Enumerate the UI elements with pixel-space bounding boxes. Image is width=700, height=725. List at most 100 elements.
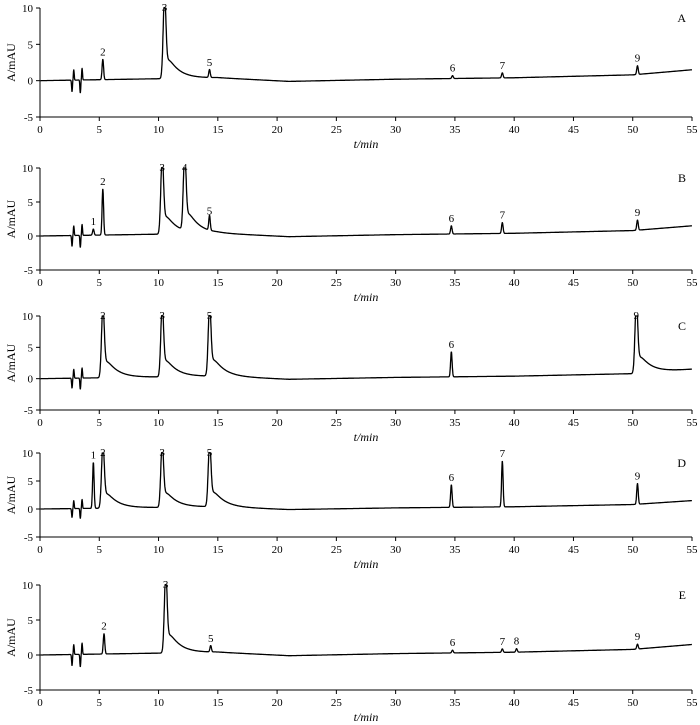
x-tick-label: 40 xyxy=(509,124,521,136)
peak-label: 5 xyxy=(207,310,213,322)
y-tick-label: 5 xyxy=(28,197,34,209)
peak-label: 6 xyxy=(449,339,455,351)
peak-label: 6 xyxy=(449,213,455,225)
chromatogram-trace xyxy=(40,167,693,248)
peak-label: 9 xyxy=(635,207,641,219)
y-tick-label: 0 xyxy=(28,504,34,516)
x-tick-label: 40 xyxy=(509,697,521,709)
peak-label: 7 xyxy=(500,448,506,460)
x-tick-label: 15 xyxy=(212,124,224,136)
x-tick-label: 10 xyxy=(153,417,165,429)
y-tick-label: -5 xyxy=(24,405,34,417)
peak-label: 4 xyxy=(182,162,188,174)
x-tick-label: 25 xyxy=(331,544,343,556)
chromatogram-trace xyxy=(40,452,693,519)
peak-label: 6 xyxy=(450,63,456,75)
x-tick-label: 10 xyxy=(153,277,165,289)
chromatogram-trace xyxy=(40,7,693,94)
y-axis-title: A/mAU xyxy=(4,43,18,82)
x-tick-label: 25 xyxy=(331,417,343,429)
x-tick-label: 15 xyxy=(212,697,224,709)
y-tick-label: 10 xyxy=(22,580,34,592)
x-tick-label: 15 xyxy=(212,417,224,429)
peak-label: 2 xyxy=(100,310,106,322)
x-tick-label: 20 xyxy=(272,544,284,556)
x-tick-label: 30 xyxy=(390,277,402,289)
x-tick-label: 35 xyxy=(449,417,461,429)
x-tick-label: 20 xyxy=(272,124,284,136)
x-tick-label: 35 xyxy=(449,277,461,289)
x-tick-label: 0 xyxy=(37,697,43,709)
peak-label: 3 xyxy=(163,579,169,591)
x-tick-label: 50 xyxy=(627,697,639,709)
peak-label: 5 xyxy=(207,205,213,217)
y-tick-label: 0 xyxy=(28,374,34,386)
x-tick-label: 30 xyxy=(390,697,402,709)
chromatogram-trace xyxy=(40,584,693,668)
x-tick-label: 50 xyxy=(627,544,639,556)
x-tick-label: 10 xyxy=(153,124,165,136)
peak-label: 2 xyxy=(100,176,106,188)
y-tick-label: 0 xyxy=(28,231,34,243)
x-tick-label: 55 xyxy=(687,277,699,289)
y-tick-label: -5 xyxy=(24,112,34,124)
panel-label: E xyxy=(679,588,686,602)
peak-label: 3 xyxy=(159,447,165,459)
panel-label: D xyxy=(677,456,686,470)
x-axis-title: t/min xyxy=(354,137,379,151)
peak-label: 6 xyxy=(450,637,456,649)
x-tick-label: 30 xyxy=(390,417,402,429)
y-tick-label: 5 xyxy=(28,342,34,354)
x-tick-label: 45 xyxy=(568,277,580,289)
x-tick-label: 5 xyxy=(97,697,103,709)
x-tick-label: 15 xyxy=(212,277,224,289)
peak-label: 3 xyxy=(159,162,165,174)
chromatogram-trace xyxy=(40,315,693,390)
panel-label: C xyxy=(678,319,686,333)
peak-label: 5 xyxy=(207,447,213,459)
x-tick-label: 40 xyxy=(509,544,521,556)
peak-label: 9 xyxy=(635,53,641,65)
x-tick-label: 20 xyxy=(272,417,284,429)
y-tick-label: 5 xyxy=(28,615,34,627)
x-tick-label: 5 xyxy=(97,417,103,429)
peak-label: 8 xyxy=(514,636,520,648)
x-tick-label: 55 xyxy=(687,124,699,136)
x-tick-label: 45 xyxy=(568,697,580,709)
x-tick-label: 5 xyxy=(97,124,103,136)
peak-label: 6 xyxy=(449,472,455,484)
y-axis-title: A/mAU xyxy=(4,199,18,238)
peak-label: 9 xyxy=(634,310,640,322)
x-tick-label: 55 xyxy=(687,697,699,709)
x-tick-label: 40 xyxy=(509,417,521,429)
peak-label: 5 xyxy=(208,633,214,645)
x-tick-label: 0 xyxy=(37,544,43,556)
x-tick-label: 50 xyxy=(627,124,639,136)
x-tick-label: 50 xyxy=(627,277,639,289)
x-tick-label: 20 xyxy=(272,277,284,289)
x-tick-label: 45 xyxy=(568,124,580,136)
x-axis-title: t/min xyxy=(354,430,379,444)
x-tick-label: 10 xyxy=(153,697,165,709)
x-tick-label: 45 xyxy=(568,417,580,429)
x-tick-label: 50 xyxy=(627,417,639,429)
x-tick-label: 5 xyxy=(97,277,103,289)
peak-label: 2 xyxy=(100,46,106,58)
x-tick-label: 35 xyxy=(449,544,461,556)
x-axis-title: t/min xyxy=(354,710,379,724)
y-tick-label: -5 xyxy=(24,532,34,544)
peak-label: 2 xyxy=(100,447,106,459)
x-tick-label: 0 xyxy=(37,417,43,429)
peak-label: 5 xyxy=(207,57,213,69)
peak-label: 1 xyxy=(91,449,97,461)
panel-label: A xyxy=(677,11,686,25)
x-tick-label: 25 xyxy=(331,277,343,289)
x-axis-title: t/min xyxy=(354,557,379,571)
peak-label: 1 xyxy=(91,216,97,228)
x-tick-label: 55 xyxy=(687,544,699,556)
